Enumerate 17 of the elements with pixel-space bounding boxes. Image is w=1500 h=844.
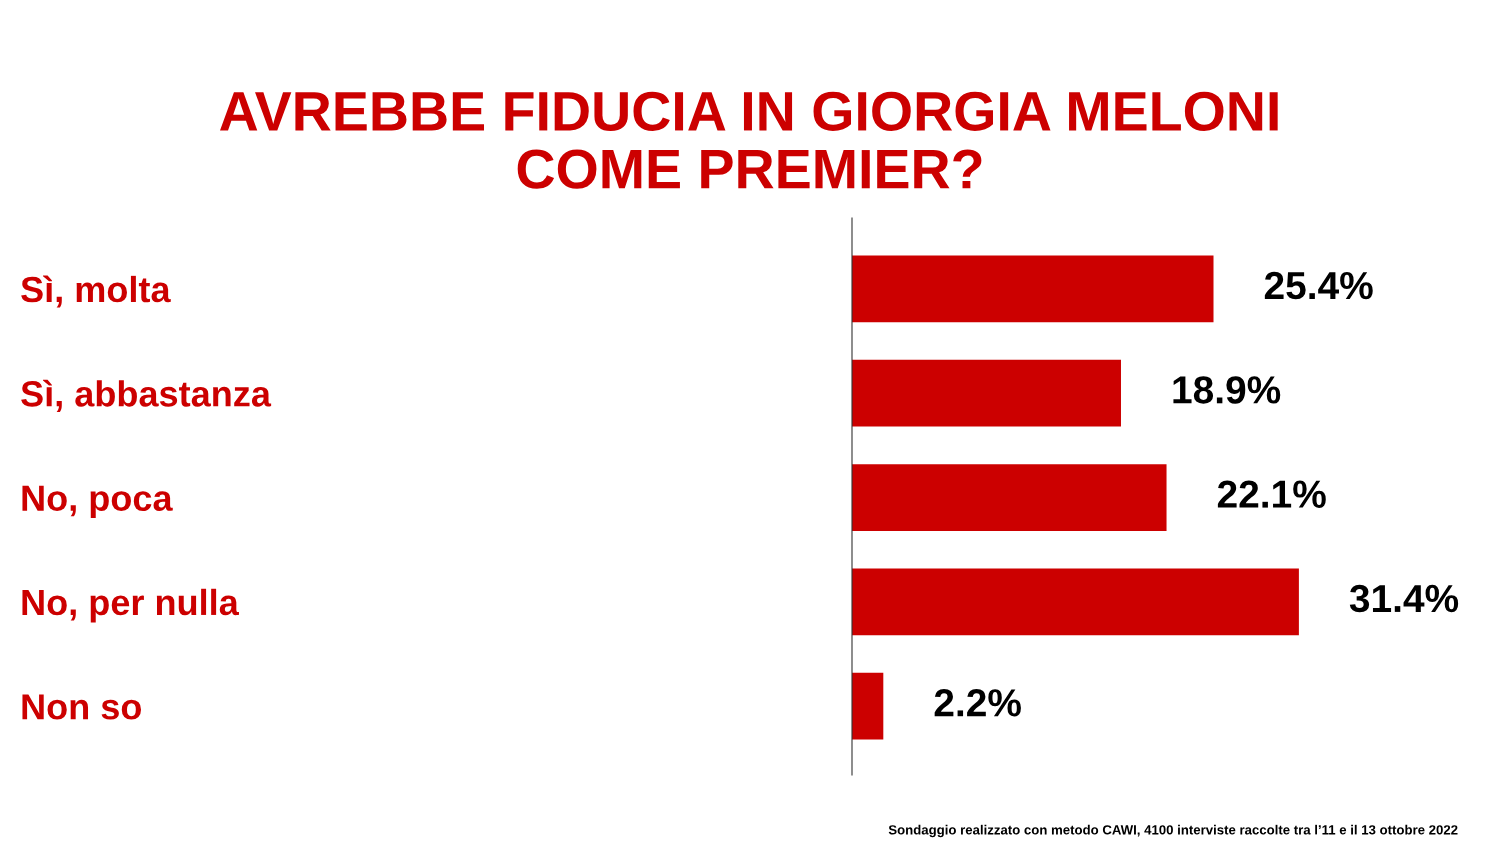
y-tick-label: No, per nulla [22,588,239,623]
data-label: 22.1% [1217,480,1326,508]
y-tick-label: No, poca [22,485,173,519]
bar [852,255,1214,323]
bar [852,568,1299,636]
bar [852,359,1121,427]
data-label: 25.4% [1264,271,1373,300]
bar [852,464,1167,531]
text: Sondaggio realizzato con metodo CAWI, 4100 interviste raccolte tra l’11 e il 13 ottobre 2022 [888,824,1458,838]
bar [852,672,884,740]
data-label: 2.2% [934,689,1021,717]
y-tick-label: Sì, abbastanza [21,379,272,412]
data-label: 18.9% [1173,376,1281,404]
y-tick-label: Non so [22,694,142,720]
data-label: 31.4% [1349,584,1459,613]
chart-title: AVREBBE FIDUCIA IN GIORGIA MELONI COME PREMIER? [220,91,1278,189]
y-tick-label: Sì, molta [21,275,171,308]
